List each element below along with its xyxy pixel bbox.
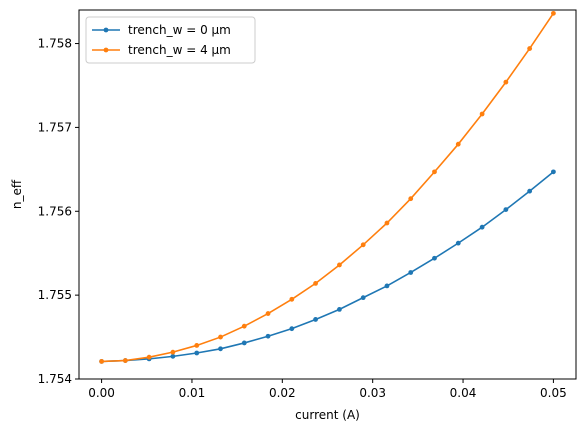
- data-point: [384, 220, 390, 226]
- data-point: [99, 358, 104, 364]
- legend-entry: trench_w = 0 μm: [92, 23, 231, 37]
- data-point: [360, 242, 366, 248]
- x-axis-ticks: 0.00 0.01 0.02 0.03 0.04 0.05: [88, 379, 567, 400]
- data-point: [194, 343, 200, 348]
- series-layer: [99, 10, 556, 364]
- data-point: [527, 46, 533, 51]
- data-point: [503, 79, 509, 85]
- data-point: [122, 358, 128, 363]
- x-tick-label: 0.00: [88, 386, 115, 400]
- data-point: [432, 255, 437, 261]
- data-point: [170, 353, 176, 359]
- data-point: [313, 317, 318, 322]
- data-point: [527, 188, 533, 194]
- data-point: [551, 10, 556, 16]
- y-tick-label: 1.758: [38, 37, 72, 51]
- series-line: [101, 171, 554, 363]
- x-tick-label: 0.02: [269, 386, 296, 400]
- data-point: [241, 340, 247, 346]
- data-point: [218, 334, 223, 340]
- y-tick-label: 1.756: [38, 204, 72, 218]
- x-tick-label: 0.01: [179, 386, 206, 400]
- data-point: [503, 207, 509, 212]
- series-line: [101, 12, 555, 363]
- legend-box: [85, 16, 256, 64]
- data-point: [241, 323, 247, 329]
- plot-area: [79, 10, 576, 379]
- legend-swatch-marker: [103, 27, 109, 33]
- x-tick-label: 0.05: [540, 386, 567, 400]
- data-point: [289, 296, 295, 302]
- legend-swatch-marker: [103, 47, 109, 53]
- data-point: [360, 295, 366, 301]
- legend-entries: trench_w = 0 μm trench_w = 4 μm: [92, 23, 231, 57]
- data-point: [170, 349, 176, 355]
- legend: trench_w = 0 μm trench_w = 4 μm: [85, 16, 256, 64]
- data-point: [455, 240, 461, 246]
- x-axis-label: current (A): [295, 408, 360, 422]
- x-tick-label: 0.03: [359, 386, 386, 400]
- series-1: [99, 10, 556, 364]
- data-point: [551, 169, 556, 175]
- x-tick-label: 0.04: [450, 386, 477, 400]
- data-point: [265, 333, 271, 339]
- data-point: [265, 311, 271, 316]
- data-point: [313, 280, 318, 286]
- data-point: [146, 354, 152, 360]
- y-axis-label: n_eff: [10, 179, 24, 209]
- data-point: [432, 169, 437, 175]
- y-tick-label: 1.757: [38, 120, 72, 134]
- y-tick-label: 1.754: [38, 372, 72, 386]
- legend-label: trench_w = 4 μm: [128, 43, 231, 57]
- y-tick-label: 1.755: [38, 288, 72, 302]
- data-point: [479, 224, 485, 230]
- data-point: [479, 111, 485, 117]
- data-point: [408, 196, 414, 202]
- data-point: [384, 283, 390, 289]
- data-point: [455, 141, 461, 147]
- data-point: [218, 346, 223, 352]
- plot-frame: [78, 9, 577, 380]
- legend-label: trench_w = 0 μm: [128, 23, 231, 37]
- data-point: [337, 306, 342, 312]
- data-point: [194, 350, 200, 356]
- y-axis-ticks: 1.754 1.755 1.756 1.757 1.758: [38, 37, 79, 386]
- data-point: [289, 326, 295, 332]
- legend-entry: trench_w = 4 μm: [92, 43, 231, 57]
- data-point: [337, 262, 342, 268]
- data-point: [408, 270, 414, 275]
